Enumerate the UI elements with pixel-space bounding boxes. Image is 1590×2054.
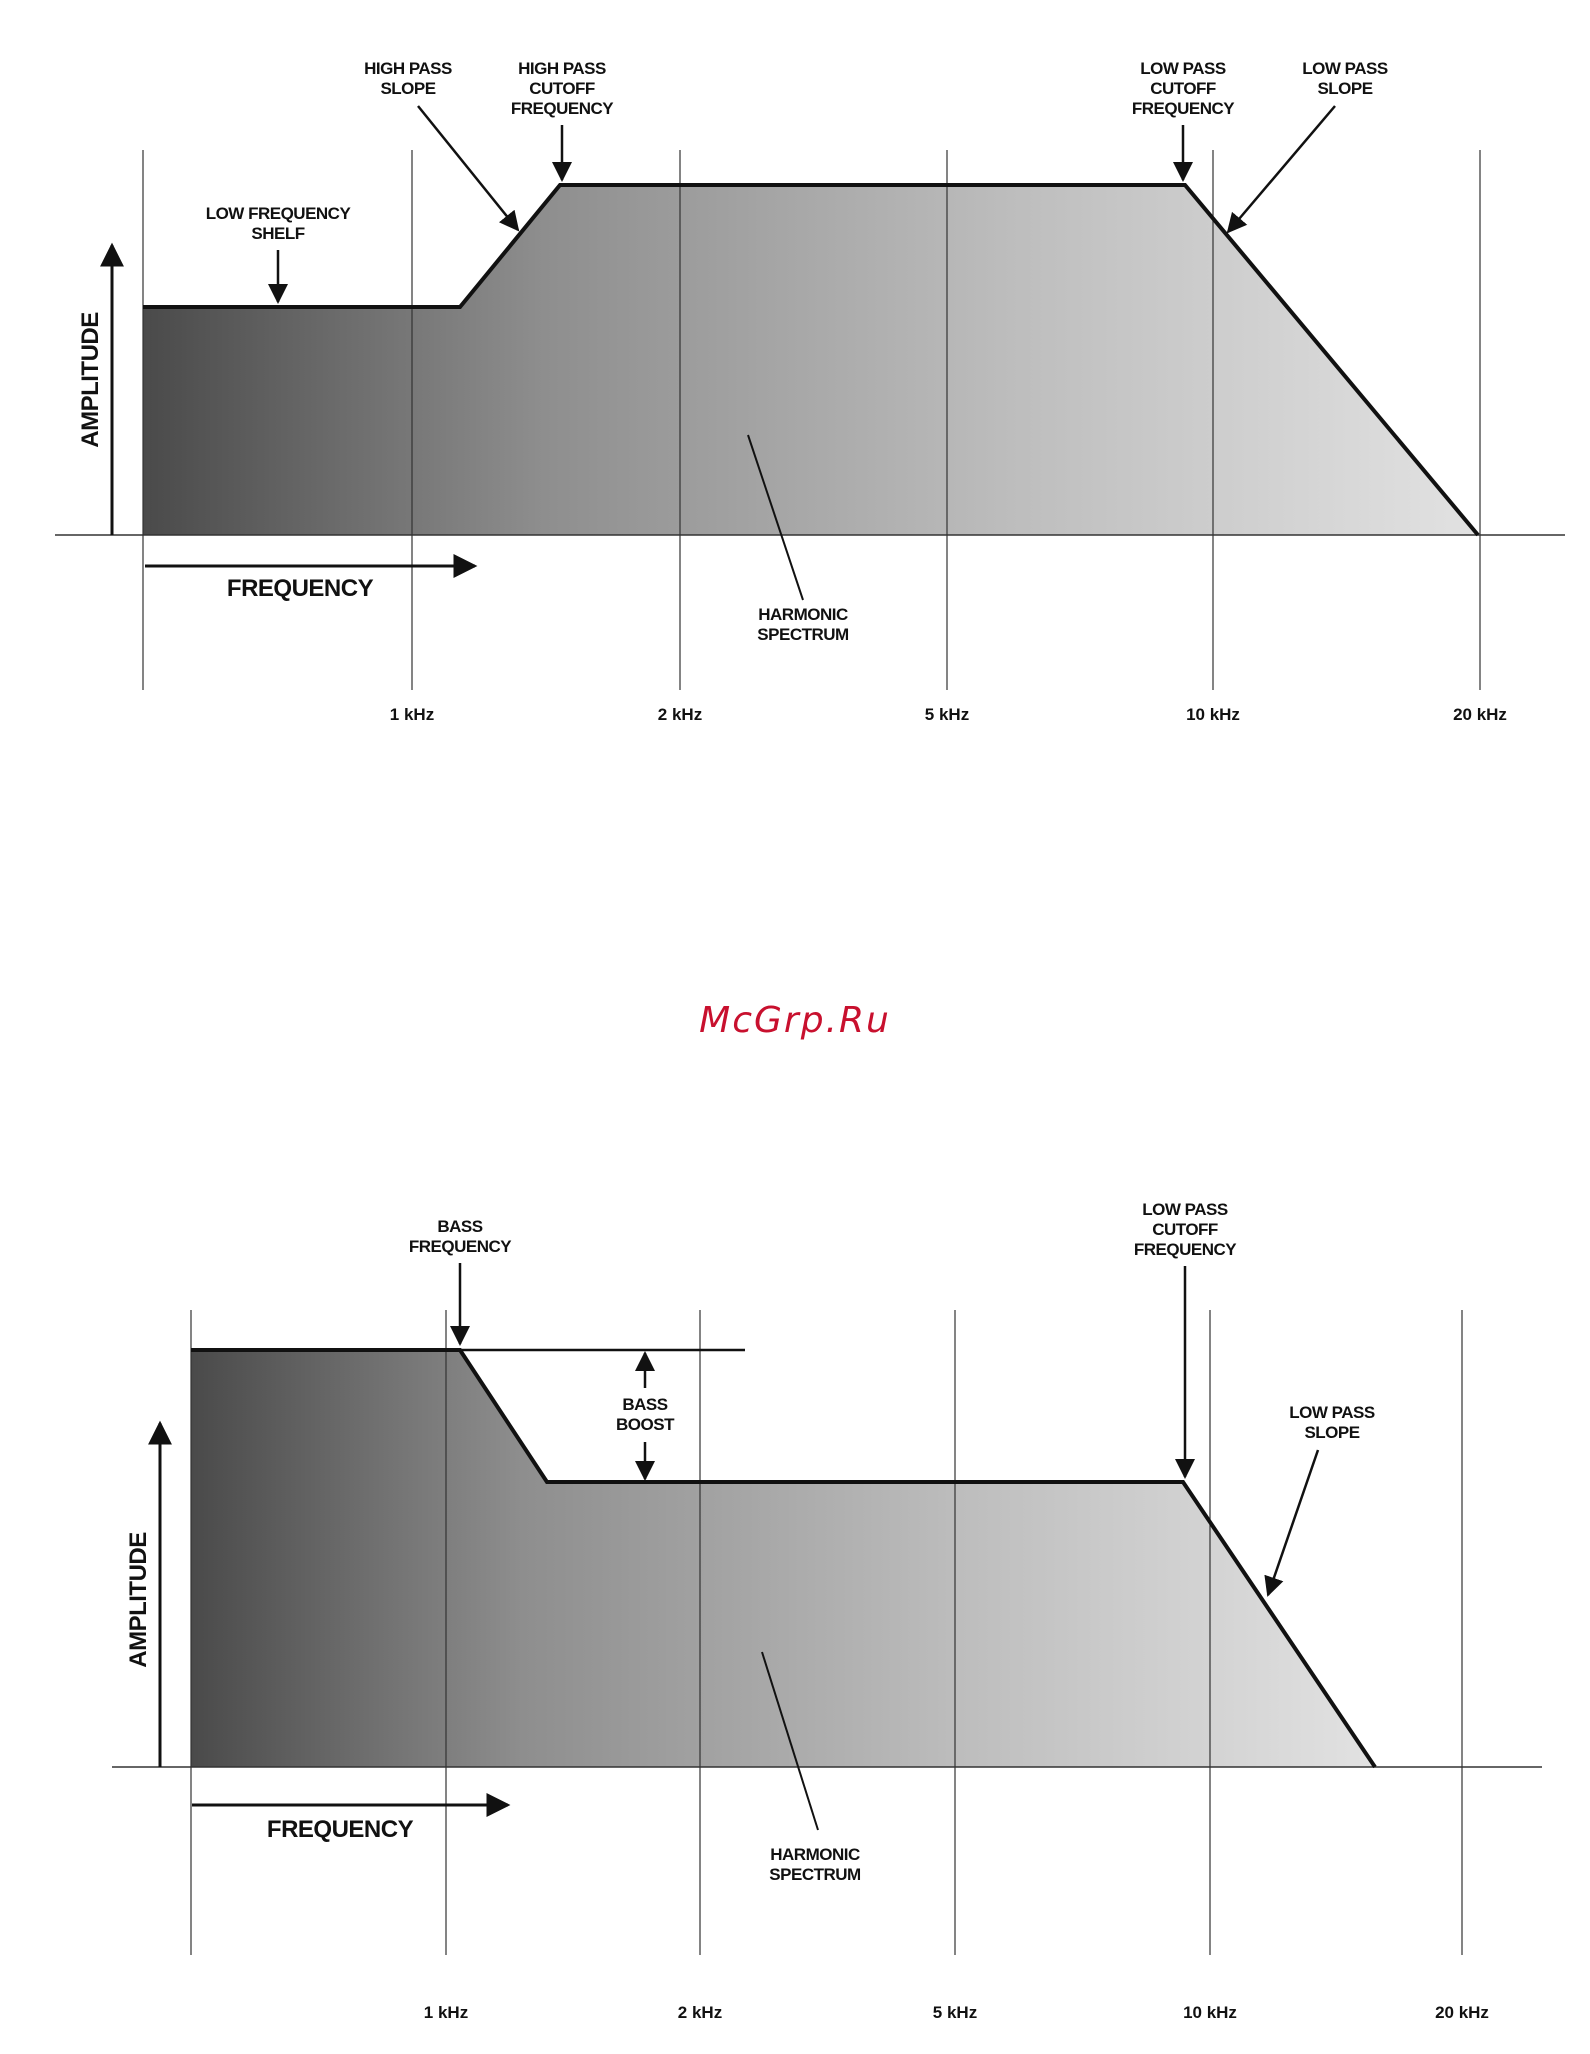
svg-text:BASS: BASS xyxy=(437,1217,482,1236)
harmonic-spectrum-area xyxy=(143,185,1478,535)
tick-label: 2 kHz xyxy=(658,705,702,724)
bass-boost-annotation: BASS BOOST xyxy=(616,1351,676,1481)
tick-label: 10 kHz xyxy=(1183,2003,1237,2022)
filter-response-diagram-top: AMPLITUDE FREQUENCY HIGH PASS SLOPE HIGH… xyxy=(55,59,1565,724)
svg-text:SPECTRUM: SPECTRUM xyxy=(757,625,849,644)
tick-label: 1 kHz xyxy=(390,705,434,724)
amplitude-axis-label: AMPLITUDE xyxy=(125,1532,152,1668)
filter-response-diagram-bottom: AMPLITUDE FREQUENCY BASS FREQUENCY BASS … xyxy=(112,1200,1542,2022)
svg-text:LOW PASS: LOW PASS xyxy=(1140,59,1226,78)
frequency-axis-label: FREQUENCY xyxy=(267,1816,414,1843)
watermark-text: McGrp.Ru xyxy=(699,1000,891,1041)
low-pass-cutoff-annotation: LOW PASS CUTOFF FREQUENCY xyxy=(1132,59,1236,182)
svg-text:CUTOFF: CUTOFF xyxy=(1150,79,1216,98)
svg-text:FREQUENCY: FREQUENCY xyxy=(511,99,614,118)
svg-text:BOOST: BOOST xyxy=(616,1415,675,1434)
tick-label: 10 kHz xyxy=(1186,705,1240,724)
svg-text:SPECTRUM: SPECTRUM xyxy=(769,1865,861,1884)
response-curve xyxy=(143,183,1480,537)
bass-frequency-annotation: BASS FREQUENCY xyxy=(409,1217,513,1346)
svg-text:SLOPE: SLOPE xyxy=(1317,79,1372,98)
harmonic-spectrum-area xyxy=(191,1350,1375,1767)
frequency-gridlines xyxy=(142,150,1481,690)
tick-label: 20 kHz xyxy=(1453,705,1507,724)
svg-text:SLOPE: SLOPE xyxy=(1304,1423,1359,1442)
frequency-axis-label: FREQUENCY xyxy=(227,575,374,602)
svg-text:FREQUENCY: FREQUENCY xyxy=(1132,99,1235,118)
frequency-tick-labels: 1 kHz 2 kHz 5 kHz 10 kHz 20 kHz xyxy=(424,2003,1489,2022)
svg-text:LOW PASS: LOW PASS xyxy=(1302,59,1388,78)
tick-label: 1 kHz xyxy=(424,2003,468,2022)
svg-text:FREQUENCY: FREQUENCY xyxy=(409,1237,512,1256)
svg-text:SLOPE: SLOPE xyxy=(380,79,435,98)
low-pass-cutoff-annotation: LOW PASS CUTOFF FREQUENCY xyxy=(1134,1200,1238,1479)
low-frequency-shelf-annotation: LOW FREQUENCY SHELF xyxy=(206,204,352,304)
response-curve xyxy=(191,1348,1377,1769)
frequency-gridlines xyxy=(190,1310,1463,1955)
svg-text:HARMONIC: HARMONIC xyxy=(770,1845,860,1864)
svg-text:LOW FREQUENCY: LOW FREQUENCY xyxy=(206,204,352,223)
amplitude-axis-label: AMPLITUDE xyxy=(77,312,104,448)
tick-label: 5 kHz xyxy=(925,705,969,724)
low-pass-slope-annotation: LOW PASS SLOPE xyxy=(1264,1403,1375,1597)
tick-label: 5 kHz xyxy=(933,2003,977,2022)
svg-text:HIGH PASS: HIGH PASS xyxy=(518,59,606,78)
tick-label: 20 kHz xyxy=(1435,2003,1489,2022)
svg-text:FREQUENCY: FREQUENCY xyxy=(1134,1240,1237,1259)
svg-text:HIGH PASS: HIGH PASS xyxy=(364,59,452,78)
harmonic-spectrum-annotation: HARMONIC SPECTRUM xyxy=(747,434,850,644)
svg-text:SHELF: SHELF xyxy=(251,224,304,243)
high-pass-cutoff-annotation: HIGH PASS CUTOFF FREQUENCY xyxy=(511,59,615,182)
high-pass-slope-annotation: HIGH PASS SLOPE xyxy=(364,59,520,232)
svg-text:HARMONIC: HARMONIC xyxy=(758,605,848,624)
low-pass-slope-annotation: LOW PASS SLOPE xyxy=(1226,59,1388,234)
svg-text:BASS: BASS xyxy=(622,1395,667,1414)
tick-label: 2 kHz xyxy=(678,2003,722,2022)
svg-text:LOW PASS: LOW PASS xyxy=(1289,1403,1375,1422)
harmonic-spectrum-annotation: HARMONIC SPECTRUM xyxy=(761,1651,862,1884)
frequency-tick-labels: 1 kHz 2 kHz 5 kHz 10 kHz 20 kHz xyxy=(390,705,1507,724)
svg-text:LOW PASS: LOW PASS xyxy=(1142,1200,1228,1219)
svg-text:CUTOFF: CUTOFF xyxy=(1152,1220,1218,1239)
svg-text:CUTOFF: CUTOFF xyxy=(529,79,595,98)
